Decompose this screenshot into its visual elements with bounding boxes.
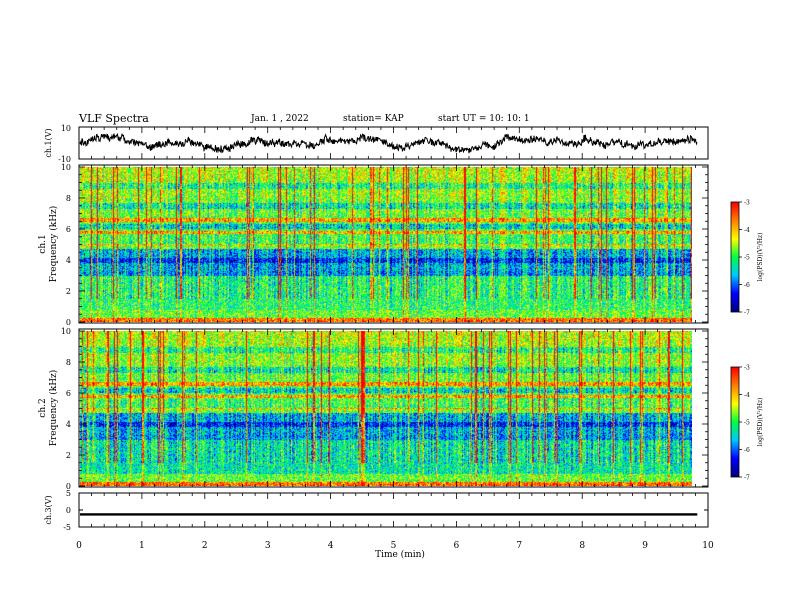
ch3-ytick-label: 0: [66, 506, 71, 515]
spec1-ytick-label: 6: [66, 225, 71, 234]
spec1-ytick-label: 4: [66, 256, 71, 265]
time-tick-label: 9: [642, 541, 648, 551]
time-tick-label: 8: [579, 541, 585, 551]
ch1-ytick-top: 10: [61, 124, 71, 133]
ch1-colorbar: -3 -4 -5 -6 -7 log(PSD)(V²/Hz): [730, 200, 764, 317]
cbar1-tick-label: -3: [744, 200, 750, 207]
spec2-ytick-label: 0: [66, 482, 71, 491]
plot-title: VLF Spectra: [79, 112, 149, 125]
spec1-ytick-label: 2: [66, 287, 71, 296]
ch1-waveform-line: [79, 132, 698, 154]
ch3-ylabel: ch.3(V): [44, 495, 53, 524]
time-tick-label: 1: [139, 541, 145, 551]
spec1-ytick-label: 0: [66, 318, 71, 327]
cbar2-tick-label: -4: [744, 392, 750, 399]
ch2-spec-ylabel-channel: ch.2: [38, 398, 48, 417]
ch1-spectrogram-image: [80, 167, 692, 322]
ch1-spectrogram-panel: 0 2 4 6 8 10 ch.1 Frequency (kHz): [38, 163, 709, 327]
ch2-spec-ylabel-freq: Frequency (kHz): [48, 370, 59, 447]
cbar2-tick-label: -7: [744, 475, 750, 482]
spec2-ytick-label: 10: [61, 327, 71, 336]
time-tick-label: 3: [265, 541, 271, 551]
time-tick-label: 0: [76, 541, 82, 551]
ch3-waveform-panel: -5 0 5 ch.3(V): [44, 489, 709, 532]
ch2-spectrogram-image: [80, 331, 692, 486]
ch3-ytick-label: -5: [63, 523, 71, 532]
ch1-ylabel: ch.1(V): [44, 128, 53, 157]
cbar2-tick-label: -5: [744, 420, 750, 427]
date-label: Jan. 1 , 2022: [251, 114, 309, 124]
ch2-spectrogram-panel: 0 2 4 6 8 10 ch.2 Frequency (kHz): [38, 327, 709, 491]
ch1-colorbar-label: log(PSD)(V²/Hz): [757, 233, 764, 282]
time-axis-ticks: 0 1 2 3 4 5 6 7 8 9 10: [76, 541, 714, 551]
time-tick-label: 2: [202, 541, 208, 551]
time-tick-label: 4: [328, 541, 334, 551]
cbar1-tick-label: -4: [744, 227, 750, 234]
time-tick-label: 10: [702, 541, 714, 551]
ch2-colorbar: -3 -4 -5 -6 -7 log(PSD)(V²/Hz): [730, 365, 764, 482]
spec1-ytick-label: 8: [66, 194, 71, 203]
cbar1-tick-label: -5: [744, 255, 750, 262]
spec2-ytick-label: 4: [66, 420, 71, 429]
station-label: station= KAP: [343, 114, 404, 124]
cbar2-tick-label: -6: [744, 447, 750, 454]
ch1-ytick-bottom: -10: [58, 155, 71, 164]
spec1-ytick-label: 10: [61, 163, 71, 172]
spec2-ytick-label: 6: [66, 389, 71, 398]
spec2-ytick-label: 2: [66, 451, 71, 460]
cbar1-tick-label: -7: [744, 310, 750, 317]
time-tick-label: 6: [454, 541, 460, 551]
ch1-spec-ylabel-channel: ch.1: [38, 234, 48, 253]
time-axis-label: Time (min): [375, 549, 425, 560]
start-time-label: start UT = 10: 10: 1: [438, 114, 530, 124]
cbar1-tick-label: -6: [744, 282, 750, 289]
ch1-spec-ylabel-freq: Frequency (kHz): [48, 206, 59, 283]
ch1-waveform-panel: 10 -10 ch.1(V): [44, 124, 709, 164]
ch2-colorbar-label: log(PSD)(V²/Hz): [757, 398, 764, 447]
cbar2-tick-label: -3: [744, 365, 750, 372]
ch3-ytick-label: 5: [66, 489, 71, 498]
time-tick-label: 5: [391, 541, 397, 551]
ch3-waveform-band: [80, 513, 698, 516]
spec2-ytick-label: 8: [66, 358, 71, 367]
time-tick-label: 7: [516, 541, 522, 551]
